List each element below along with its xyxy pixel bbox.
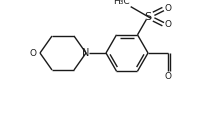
Text: H₃C: H₃C xyxy=(112,0,129,6)
Text: O: O xyxy=(30,49,37,57)
Text: N: N xyxy=(82,48,89,58)
Text: O: O xyxy=(164,72,171,81)
Text: O: O xyxy=(164,4,171,13)
Text: S: S xyxy=(144,12,151,22)
Text: O: O xyxy=(164,20,171,29)
